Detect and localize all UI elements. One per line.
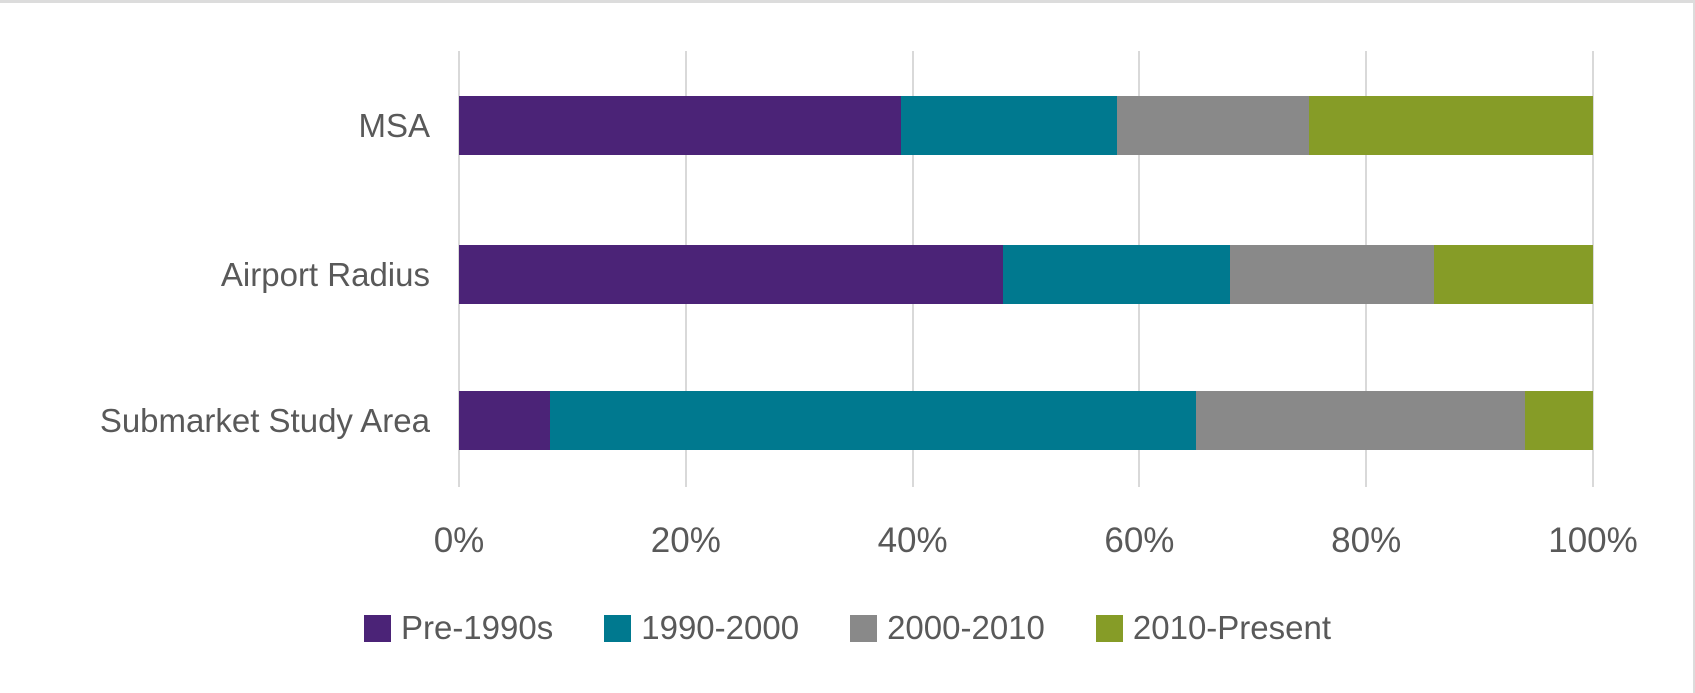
legend-swatch	[1095, 614, 1123, 642]
bar-row	[459, 391, 1593, 450]
legend-item: 2000-2010	[850, 609, 1045, 647]
bar-segment	[549, 391, 1197, 450]
bar-segment	[1434, 245, 1593, 304]
plot-area	[458, 51, 1594, 487]
bar-segment	[459, 96, 902, 155]
category-label: Submarket Study Area	[99, 401, 430, 439]
x-tick-label: 60%	[1104, 521, 1175, 560]
bar-row	[459, 96, 1593, 155]
bar-segment	[1524, 391, 1593, 450]
window-right-border	[1693, 3, 1695, 693]
x-tick-label: 0%	[433, 521, 485, 560]
gridline	[1592, 51, 1594, 487]
x-tick-label: 100%	[1548, 521, 1638, 560]
bar-segment	[1116, 96, 1310, 155]
legend-swatch	[363, 614, 391, 642]
legend-item: 2010-Present	[1095, 609, 1332, 647]
bar-segment	[1230, 245, 1435, 304]
legend-item: Pre-1990s	[363, 609, 554, 647]
category-label: MSA	[358, 106, 430, 144]
bar-row	[459, 245, 1593, 304]
legend-swatch	[850, 614, 878, 642]
bar-segment	[1196, 391, 1525, 450]
x-axis-ticks: 0% 20% 40% 60% 80% 100%	[434, 521, 1638, 565]
x-tick-label: 20%	[650, 521, 721, 560]
bar-segment	[459, 245, 1004, 304]
category-label: Airport Radius	[220, 255, 430, 293]
bar-segment	[1309, 96, 1593, 155]
legend-item: 1990-2000	[604, 609, 799, 647]
bar-segment	[1003, 245, 1231, 304]
x-tick-label: 80%	[1331, 521, 1402, 560]
legend-label: Pre-1990s	[400, 609, 554, 646]
legend-label: 2000-2010	[887, 609, 1045, 646]
legend-label: 1990-2000	[641, 609, 800, 646]
bar-segment	[459, 391, 550, 450]
legend-swatch	[604, 614, 632, 642]
legend-label: 2010-Present	[1132, 609, 1332, 646]
x-tick-label: 40%	[877, 521, 948, 560]
legend: Pre-1990s 1990-2000 2000-2010 2010-Present	[0, 609, 1695, 647]
bar-segment	[901, 96, 1117, 155]
category-axis: MSA Airport Radius Submarket Study Area	[0, 51, 430, 487]
